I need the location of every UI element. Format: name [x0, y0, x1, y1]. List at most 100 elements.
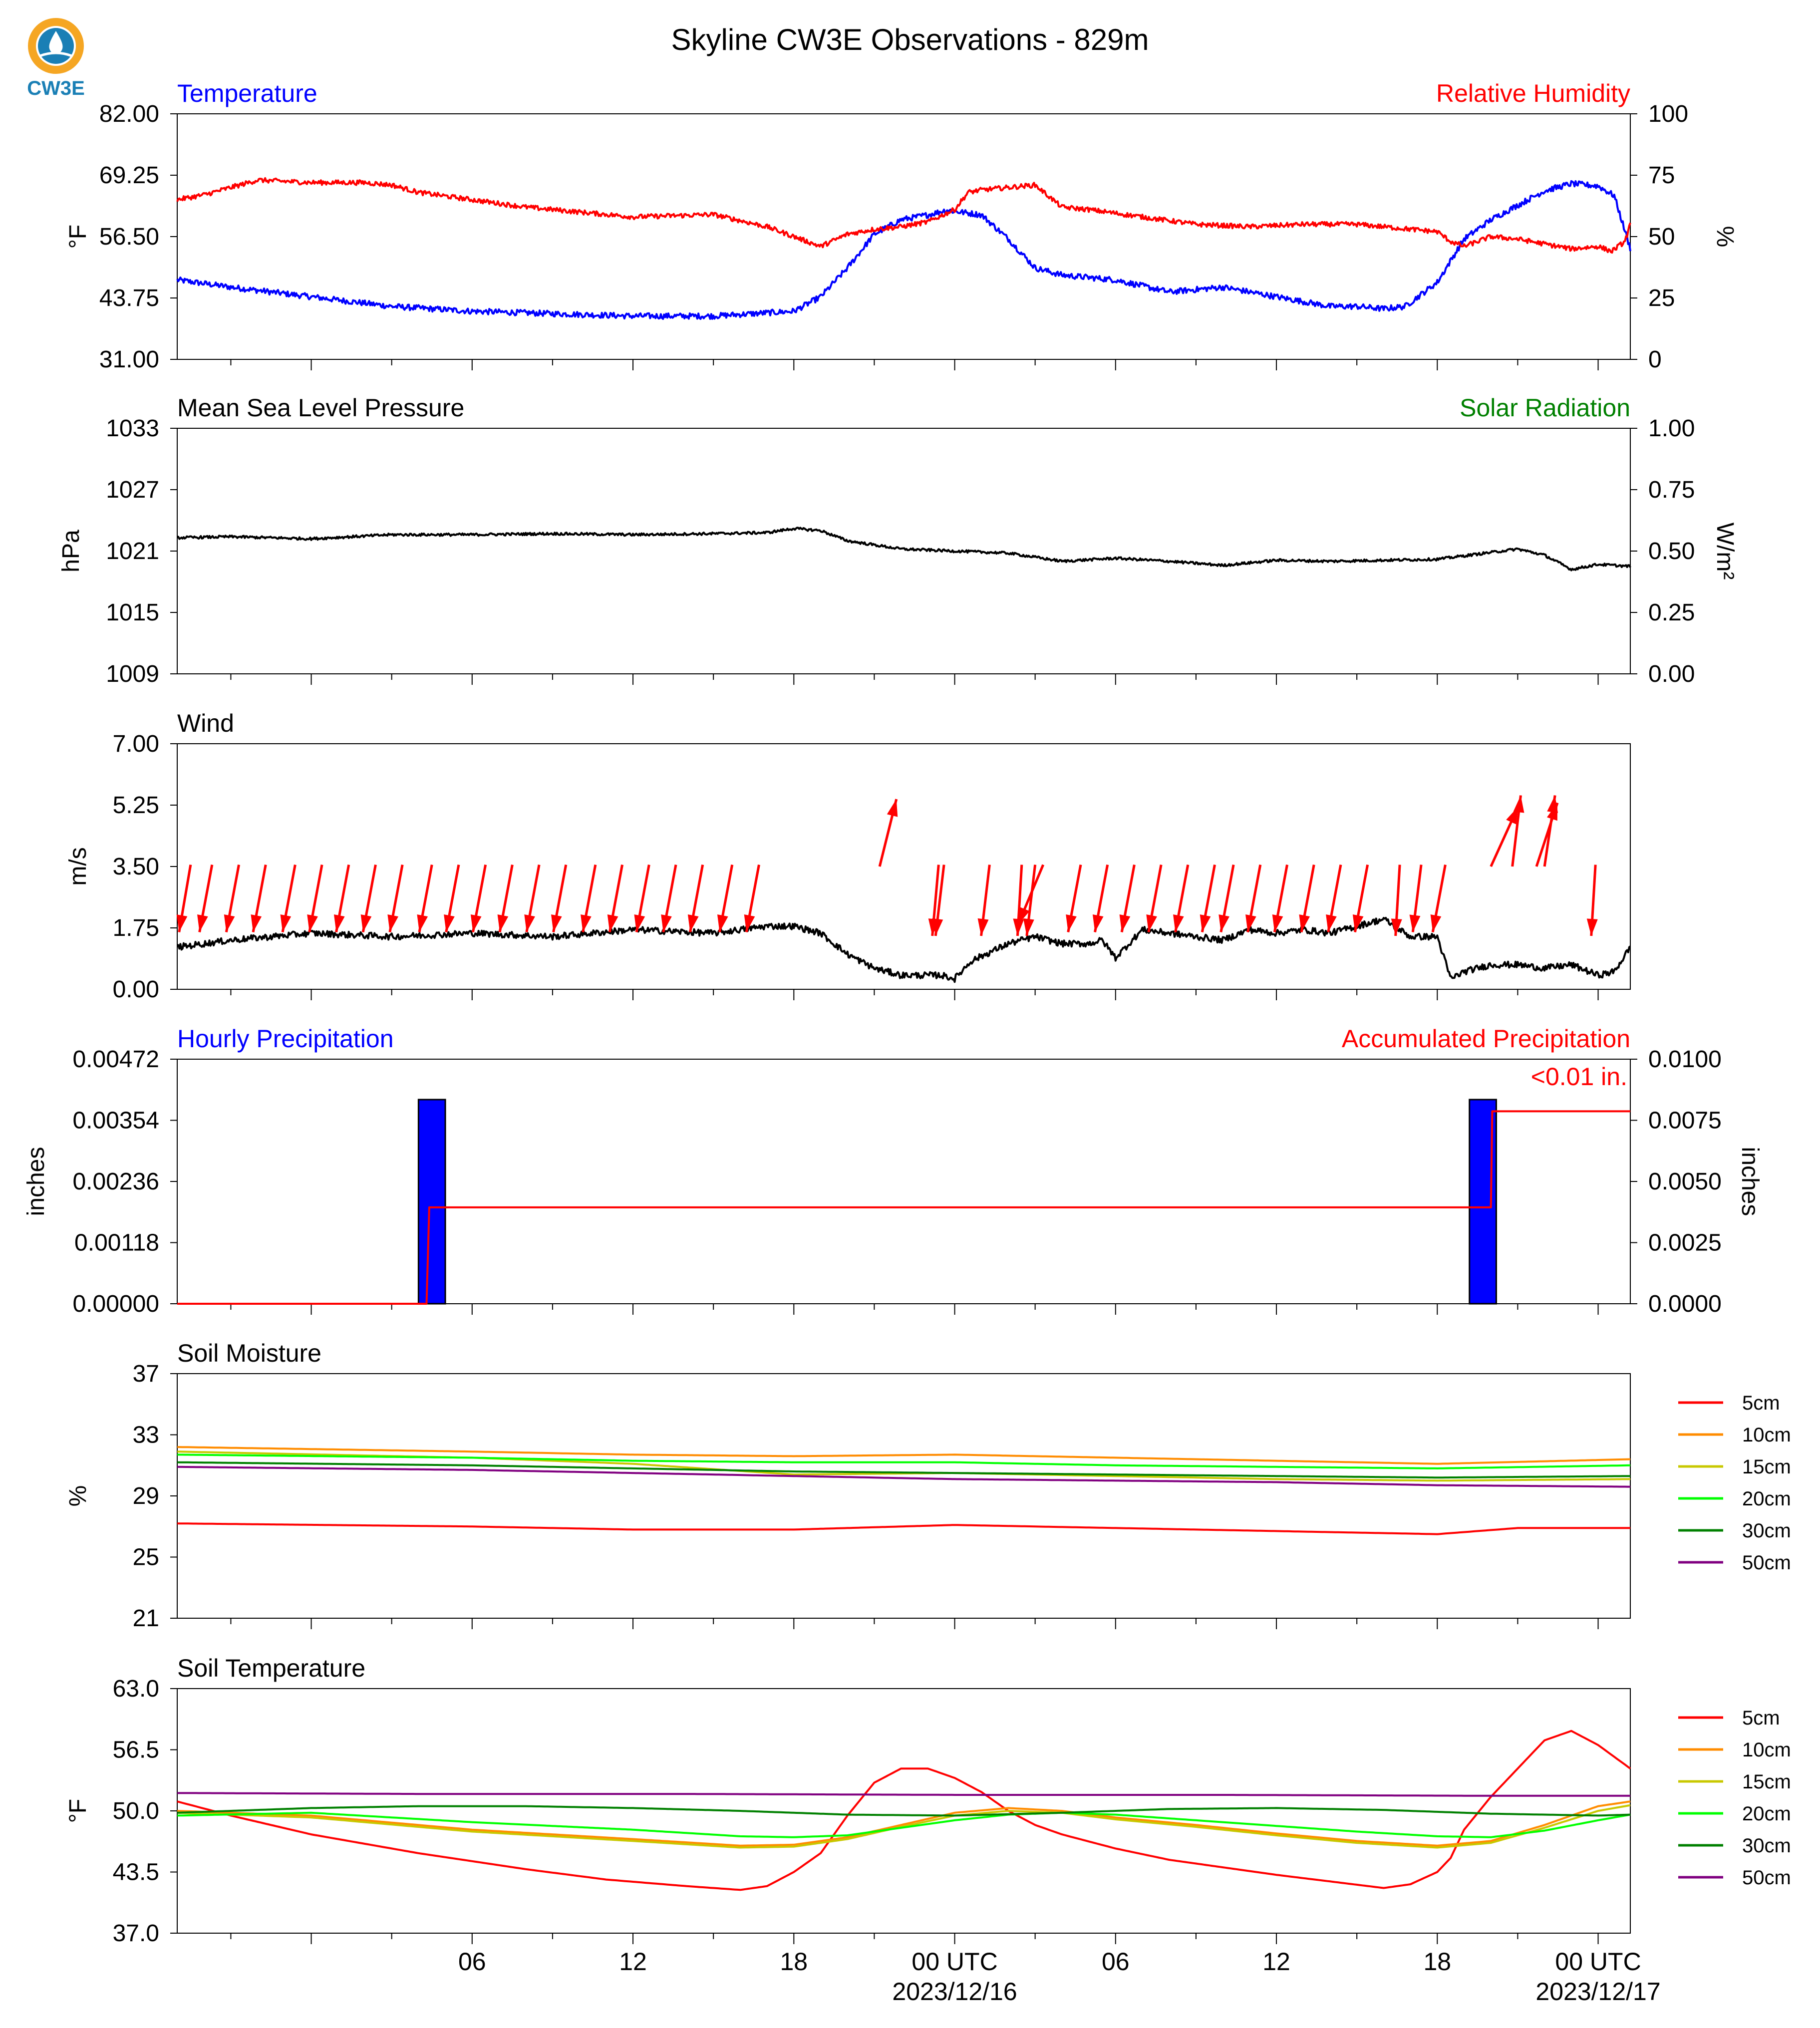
wind-arrow-head — [1146, 914, 1157, 932]
y-axis-label-right: inches — [1737, 1147, 1763, 1216]
wind-arrow — [1299, 865, 1315, 932]
wind-arrow-head — [417, 914, 428, 932]
precip-annotation: <0.01 in. — [1531, 1063, 1627, 1091]
y-tick-label-left: 37 — [133, 1361, 159, 1387]
wind-arrow-head — [887, 799, 898, 817]
panel-title-left: Hourly Precipitation — [177, 1025, 394, 1053]
legend-label: 50cm — [1742, 1552, 1791, 1574]
wind-arrow-head — [251, 914, 262, 932]
wind-arrow — [607, 865, 624, 932]
y-tick-label-left: 0.00236 — [72, 1168, 159, 1195]
panel-title-left: Soil Moisture — [177, 1339, 321, 1367]
wind-arrow-head — [744, 914, 755, 932]
wind-arrow — [1173, 865, 1190, 932]
wind-arrow-head — [1119, 914, 1131, 932]
x-tick-label: 18 — [780, 1948, 808, 1976]
wind-arrow — [417, 865, 433, 932]
series-line-30cm — [177, 1805, 1631, 1817]
series-line-50cm — [177, 1465, 1630, 1488]
wind-arrow-head — [197, 914, 208, 932]
y-axis-label-left: m/s — [65, 847, 91, 885]
y-tick-label-right: 0.0000 — [1648, 1291, 1722, 1317]
wind-arrow-head — [1299, 914, 1310, 932]
y-tick-label-right: 0.00 — [1648, 661, 1695, 687]
y-axis-label-left: °F — [65, 225, 91, 249]
series-line-5cm — [177, 1730, 1631, 1891]
y-tick-label-left: 37.0 — [113, 1920, 159, 1947]
panel-5: 21 25 29 33 37 Soil Moisture% 5cm 10cm 15cm 20cm 3… — [65, 1339, 1791, 1632]
legend-label: 30cm — [1742, 1835, 1791, 1857]
wind-arrow — [444, 865, 460, 932]
series-line-relative-humidity — [176, 177, 1631, 254]
y-tick-label-left: 69.25 — [99, 162, 159, 189]
series-line-30cm — [177, 1461, 1630, 1479]
y-tick-label-right: 0 — [1648, 346, 1662, 373]
x-tick-label: 00 UTC — [911, 1948, 997, 1976]
wind-arrow-head — [1018, 906, 1030, 925]
y-axis-label-left: °F — [65, 1799, 91, 1823]
wind-arrow — [1200, 865, 1216, 932]
y-tick-label-left: 1021 — [106, 538, 159, 565]
y-tick-label-left: 1027 — [106, 477, 159, 503]
x-tick-label: 12 — [619, 1948, 647, 1976]
x-tick-label: 12 — [1262, 1948, 1290, 1976]
y-tick-label-left: 0.00 — [113, 976, 159, 1003]
logo-ring — [28, 18, 84, 74]
y-tick-label-left: 31.00 — [99, 346, 159, 373]
wind-arrow-head — [607, 914, 618, 932]
wind-arrow — [1586, 865, 1598, 936]
wind-arrow — [744, 865, 760, 932]
x-tick-label: 06 — [458, 1948, 486, 1976]
legend-label: 5cm — [1742, 1392, 1780, 1414]
wind-arrow — [1119, 865, 1136, 932]
y-tick-label-right: 0.75 — [1648, 477, 1695, 503]
precip-bar — [417, 1099, 446, 1305]
wind-arrow-head — [333, 914, 345, 932]
wind-arrow — [1326, 865, 1342, 932]
wind-arrow — [307, 865, 323, 932]
wind-arrow — [1245, 865, 1262, 932]
wind-arrow-head — [1066, 914, 1077, 932]
figure-title: Skyline CW3E Observations - 829m — [671, 23, 1149, 56]
wind-arrow — [977, 865, 991, 936]
wind-arrow-head — [1272, 914, 1283, 932]
wind-arrow-head — [1547, 795, 1558, 813]
y-tick-label-right: 0.0100 — [1648, 1046, 1722, 1073]
legend-label: 50cm — [1742, 1867, 1791, 1889]
y-axis-label-left: inches — [23, 1147, 49, 1216]
y-tick-label-right: 25 — [1648, 285, 1675, 311]
panel-2: 1009 1015 1021 1027 1033 0.00 0.25 0.50 0.75 1.00… — [58, 394, 1738, 687]
series-line-accumulated-precipitation — [177, 1110, 1630, 1305]
series-line-10cm — [177, 1800, 1631, 1847]
series-line-15cm — [177, 1804, 1631, 1849]
wind-arrow — [333, 865, 350, 932]
wind-arrow — [1272, 865, 1288, 932]
wind-arrow-head — [1391, 918, 1402, 936]
y-tick-label-right: 1.00 — [1648, 415, 1695, 442]
x-tick-label: 18 — [1423, 1948, 1451, 1976]
wind-arrow-head — [1245, 914, 1256, 932]
wind-arrow — [932, 865, 945, 936]
legend-label: 15cm — [1742, 1456, 1791, 1478]
panel-title-left: Mean Sea Level Pressure — [177, 394, 464, 422]
y-tick-label-left: 56.5 — [113, 1737, 159, 1763]
wind-arrow — [497, 865, 514, 932]
y-axis-label-left: hPa — [58, 530, 84, 573]
wind-arrow — [197, 865, 214, 932]
wind-arrow — [1409, 865, 1423, 932]
y-tick-label-left: 1033 — [106, 415, 159, 442]
legend: 5cm 10cm 15cm 20cm 30cm 50cm — [1678, 1392, 1791, 1574]
y-tick-label-left: 0.00354 — [72, 1108, 159, 1134]
y-tick-label-right: 0.0075 — [1648, 1108, 1722, 1134]
x-tick-date-label: 2023/12/17 — [1535, 1978, 1660, 2006]
wave-shape — [39, 51, 72, 57]
wind-arrow — [470, 865, 487, 932]
wind-arrow — [1017, 864, 1045, 925]
series-line-temperature — [176, 180, 1631, 320]
y-tick-label-left: 7.00 — [113, 731, 159, 757]
panel-title-right: Accumulated Precipitation — [1342, 1025, 1630, 1053]
panel-title-left: Wind — [177, 709, 234, 737]
